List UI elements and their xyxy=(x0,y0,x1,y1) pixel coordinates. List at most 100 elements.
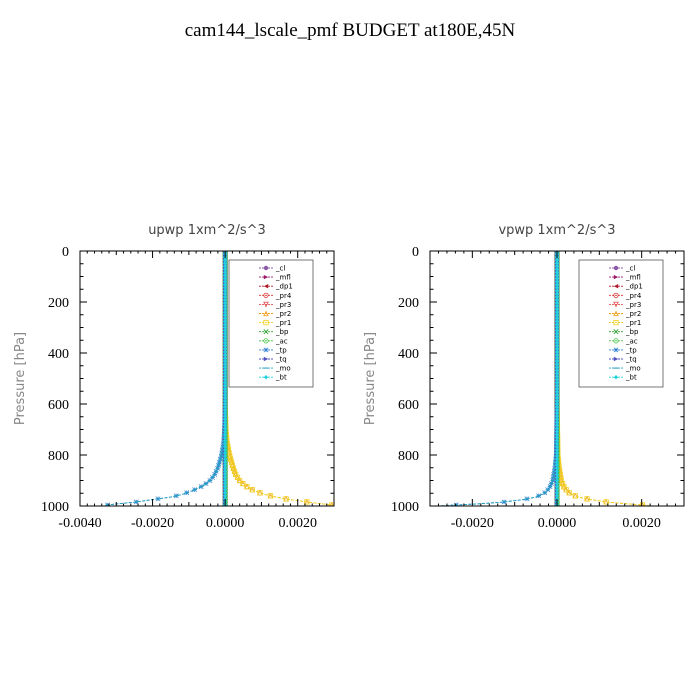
series-point-_bt xyxy=(554,447,560,453)
series-point-_bt xyxy=(554,496,560,502)
series-point-_bt xyxy=(554,459,560,465)
legend-label: _pr4 xyxy=(625,292,642,300)
series-point-_bt xyxy=(222,410,228,416)
legend-marker xyxy=(613,310,619,317)
series-point-_bt xyxy=(222,481,228,486)
legend-label: _pr3 xyxy=(625,301,641,309)
series-point-_bt xyxy=(554,401,560,407)
series-point-_bt xyxy=(554,441,560,446)
series-point-_bt xyxy=(222,441,228,446)
series-point-_bt xyxy=(222,349,228,355)
series-point-_pr1 xyxy=(329,502,334,506)
series-point-_bt xyxy=(222,285,228,290)
series-point-_bt xyxy=(222,331,228,336)
series-point-_pr1 xyxy=(229,462,235,468)
series-point-_pr1 xyxy=(304,499,310,505)
series-point-_pr1 xyxy=(559,480,566,487)
figure-title: cam144_lscale_pmf BUDGET at180E,45N xyxy=(184,20,516,41)
legend-label: _bp xyxy=(275,328,289,336)
chart-panel-2: vpwp 1xm^2/s^3 Pressure [hPa] 0 200 400 600 80… xyxy=(363,223,685,531)
y-tick-label: 1000 xyxy=(391,500,419,515)
legend-label: _mfl xyxy=(275,274,291,282)
series-point-_bt xyxy=(554,371,560,376)
series-point-_bt xyxy=(222,322,228,327)
series-point-_bt xyxy=(554,368,560,373)
series-point-_bt xyxy=(554,487,560,492)
series-point-_bt xyxy=(222,337,228,342)
series-point-_bt xyxy=(222,276,228,281)
legend-marker xyxy=(613,375,619,380)
series-point-_bt xyxy=(222,475,228,480)
series-point-_bt xyxy=(554,463,560,468)
series-line-_pr1 xyxy=(224,251,334,506)
legend-label: _bt xyxy=(275,374,287,382)
series-point-_bt xyxy=(554,417,560,422)
legend-label: _ac xyxy=(625,337,638,345)
series-point-_bt xyxy=(554,279,560,284)
series-point-_bt xyxy=(554,328,560,333)
series-line-_mo xyxy=(438,251,558,506)
series-point-_bt xyxy=(222,478,228,483)
series-point-_bt xyxy=(222,334,228,339)
series-point-_pr1 xyxy=(249,487,255,493)
series-point-_bt xyxy=(554,453,560,459)
series-point-_bt xyxy=(554,319,560,324)
series-point-_bt xyxy=(554,444,560,450)
series-point-_bt xyxy=(554,386,560,391)
series-point-_bt xyxy=(222,355,228,361)
series-line-_mo xyxy=(104,251,226,506)
series-point-_bt xyxy=(222,294,228,300)
series-point-_bt xyxy=(554,404,560,410)
series-point-_bt xyxy=(222,386,228,391)
legend-marker xyxy=(263,301,269,308)
series-point-_bt xyxy=(222,325,228,330)
legend-marker xyxy=(613,292,619,298)
series-point-_bt xyxy=(554,325,560,330)
series-point-_pr1 xyxy=(231,468,238,474)
chart-panel-1: upwp 1xm^2/s^3 Pressure [hPa] 0 200 400 600 80… xyxy=(13,223,335,531)
y-tick-label: 800 xyxy=(398,449,419,464)
series-point-_bt xyxy=(554,343,560,349)
series-point-_bt xyxy=(554,294,560,300)
y-tick-label: 200 xyxy=(398,296,419,311)
series-point-_bt xyxy=(222,417,228,422)
series-point-_bt xyxy=(554,383,560,388)
series-point-_bt xyxy=(222,484,228,489)
series-point-_bt xyxy=(222,453,228,459)
series-point-_bt xyxy=(222,414,228,419)
series-point-_pr1 xyxy=(283,496,289,502)
series-point-_bt xyxy=(554,438,560,443)
legend-label: _pr3 xyxy=(275,301,291,309)
series-point-_bt xyxy=(554,478,560,483)
series-point-_pr1 xyxy=(584,496,590,502)
legend-label: _cl xyxy=(625,265,635,273)
series-point-_pr1 xyxy=(240,480,246,487)
legend-marker xyxy=(263,265,269,271)
series-point-_bt xyxy=(222,368,228,373)
series-point-_bt xyxy=(554,426,560,431)
series-point-_bt xyxy=(554,395,560,401)
series-point-_bt xyxy=(554,407,560,413)
series-point-_bt xyxy=(222,257,228,263)
series-point-_bt xyxy=(222,472,228,477)
y-tick-label: 800 xyxy=(48,449,69,464)
series-point-_bt xyxy=(222,487,228,492)
series-point-_bt xyxy=(554,466,560,471)
series-point-_bt xyxy=(222,450,228,456)
series-point-_bt xyxy=(554,414,560,419)
legend-marker xyxy=(263,347,269,353)
series-point-_bt xyxy=(554,306,560,312)
series-point-_bt xyxy=(222,316,228,321)
series-point-_bt xyxy=(554,303,560,309)
series-point-_bt xyxy=(554,469,560,474)
legend-label: _pr2 xyxy=(275,310,291,318)
series-point-_pr1 xyxy=(267,493,274,499)
series-point-_bt xyxy=(554,291,560,297)
legend-marker xyxy=(613,356,619,362)
series-point-_pr1 xyxy=(230,465,236,471)
series-point-_bt xyxy=(222,404,228,410)
y-tick-label: 600 xyxy=(398,398,419,413)
series-group xyxy=(104,251,334,506)
y-tick-label: 400 xyxy=(398,347,419,362)
